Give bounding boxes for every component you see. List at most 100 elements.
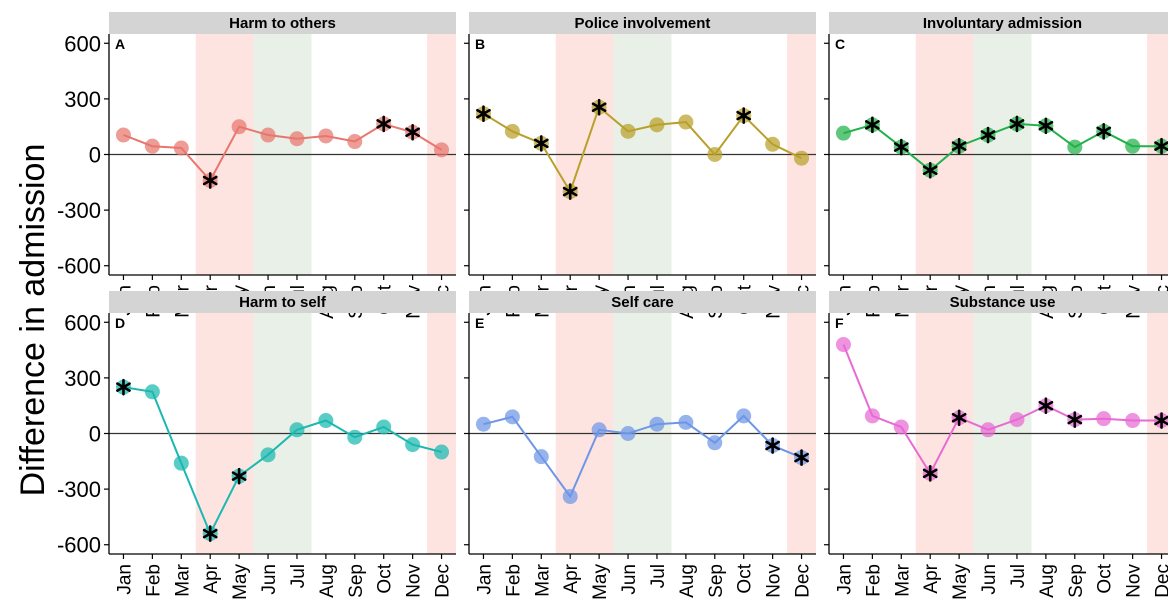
x-tick-label: Jun <box>259 564 280 595</box>
x-tick-label: Dec <box>793 564 814 598</box>
data-point <box>707 435 723 451</box>
significance-asterisk <box>1038 117 1054 135</box>
panel-c: Involuntary admissionJanFebMarAprMayJunJ… <box>824 12 1168 321</box>
significance-asterisk <box>980 126 996 144</box>
data-point <box>376 419 392 435</box>
facet-strip <box>109 12 456 34</box>
significance-asterisk <box>794 449 809 466</box>
panel-e: Self care Jan Feb Mar Apr May Jun Jul Aug Sep Oct N… <box>464 291 816 600</box>
significance-asterisk <box>533 135 549 152</box>
asterisk-stroke <box>533 138 549 149</box>
asterisk-stroke <box>591 102 607 113</box>
x-tick-label: Jul <box>648 564 669 588</box>
x-tick-label: Mar <box>892 563 913 596</box>
y-tick-label: -600 <box>57 533 101 558</box>
asterisk-stroke <box>1038 120 1054 131</box>
x-tick-label: May <box>230 564 251 600</box>
asterisk-stroke <box>116 382 131 392</box>
x-tick-label: Jan <box>834 564 855 595</box>
data-point <box>144 384 160 400</box>
data-point <box>434 444 450 460</box>
x-tick-label: Nov <box>1124 564 1145 598</box>
asterisk-stroke <box>405 127 420 138</box>
y-tick-label: 0 <box>89 143 101 168</box>
significance-asterisk <box>951 137 967 155</box>
panel-letter: D <box>115 315 125 331</box>
asterisk-stroke <box>562 186 578 197</box>
asterisk-stroke <box>865 120 880 130</box>
data-point <box>1067 139 1083 155</box>
data-point <box>736 408 752 424</box>
asterisk-stroke <box>736 110 752 121</box>
asterisk-stroke <box>922 468 938 479</box>
data-point <box>347 134 363 150</box>
data-point <box>289 131 305 147</box>
significance-asterisk <box>231 467 247 485</box>
x-tick-label: Aug <box>677 564 698 598</box>
data-point <box>835 337 851 353</box>
x-tick-label: Oct <box>735 563 756 593</box>
significance-asterisk <box>562 183 578 200</box>
data-point <box>835 125 851 141</box>
data-point <box>1125 138 1141 154</box>
y-tick-label: 600 <box>64 31 101 56</box>
panel-letter: F <box>835 315 844 331</box>
significance-asterisk <box>405 123 420 141</box>
x-tick-label: Aug <box>1037 564 1058 598</box>
data-point <box>864 408 880 424</box>
x-tick-label: Dec <box>1153 564 1168 598</box>
data-point <box>533 449 549 465</box>
data-point <box>289 422 305 438</box>
x-tick-label: Feb <box>143 564 164 597</box>
panel-letter: A <box>115 36 125 52</box>
facet-title: Harm to self <box>239 294 327 311</box>
asterisk-stroke <box>376 119 392 129</box>
y-axis-label: Difference in admission <box>14 144 52 497</box>
asterisk-stroke <box>922 165 938 176</box>
significance-asterisk <box>922 161 938 179</box>
data-point <box>173 455 189 471</box>
data-point <box>1009 412 1025 428</box>
data-point <box>115 127 131 143</box>
x-tick-label: Nov <box>404 564 425 598</box>
asterisk-stroke <box>980 130 996 140</box>
x-tick-label: Apr <box>921 563 942 593</box>
x-tick-label: Sep <box>1066 564 1087 598</box>
x-tick-label: Nov <box>764 564 785 598</box>
significance-asterisk <box>765 437 780 454</box>
data-point <box>620 123 636 139</box>
asterisk-stroke <box>1009 119 1025 129</box>
x-tick-label: Oct <box>1095 563 1116 593</box>
data-point <box>144 138 160 154</box>
data-point <box>562 489 578 505</box>
asterisk-stroke <box>1038 400 1054 411</box>
y-tick-label: 600 <box>64 310 101 335</box>
data-point <box>591 422 607 438</box>
y-tick-label: 300 <box>64 87 101 112</box>
x-tick-label: Jun <box>619 564 640 595</box>
significance-asterisk <box>922 465 938 482</box>
facet-title: Involuntary admission <box>923 15 1082 32</box>
panel-letter: E <box>475 315 484 331</box>
x-tick-label: Mar <box>532 563 553 596</box>
x-tick-label: Apr <box>201 563 222 593</box>
panel-letter: C <box>835 36 845 52</box>
data-point <box>980 422 996 438</box>
data-point <box>765 136 781 152</box>
x-tick-label: Jul <box>1008 564 1029 588</box>
significance-asterisk <box>1154 137 1168 155</box>
significance-asterisk <box>116 378 131 396</box>
significance-asterisk <box>1154 412 1168 429</box>
asterisk-stroke <box>1154 415 1168 426</box>
x-tick-label: May <box>950 564 971 600</box>
y-tick-label: -300 <box>57 198 101 223</box>
asterisk-stroke <box>202 175 218 186</box>
data-point <box>260 127 276 143</box>
y-tick-label: -600 <box>57 254 101 279</box>
panel-letter: B <box>475 36 485 52</box>
data-point <box>475 416 491 432</box>
significance-asterisk <box>1067 411 1083 428</box>
x-tick-label: Jun <box>979 564 1000 595</box>
